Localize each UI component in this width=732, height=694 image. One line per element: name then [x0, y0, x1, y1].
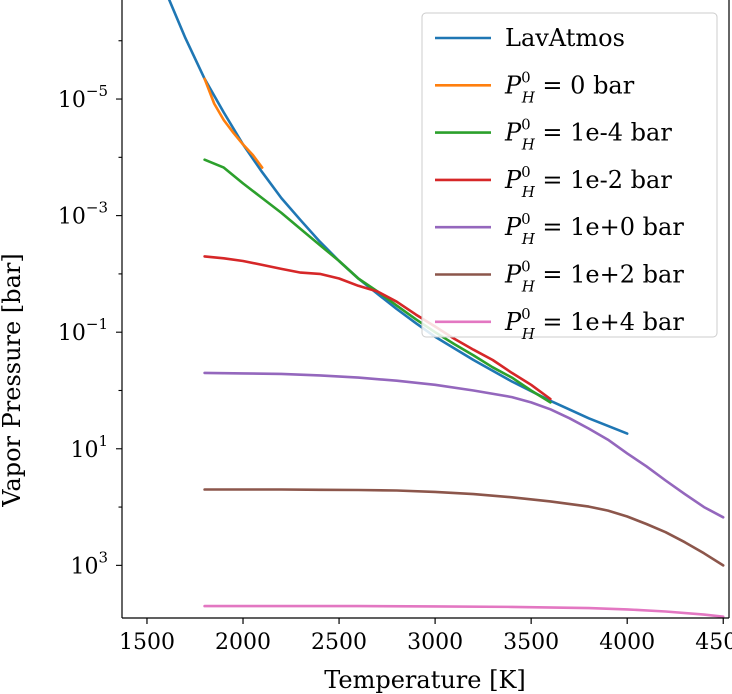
legend-label-4: P0 H = 1e+0 bar: [504, 210, 684, 248]
legend-box: [421, 12, 718, 338]
legend-entries: LavAtmos P0 H = 0 bar P0 H = 1e-4 bar P0 H = 1…: [435, 24, 684, 343]
series-line-3: [203, 255, 552, 401]
x-tick-label: 2500: [311, 630, 367, 655]
series-line-1: [203, 77, 264, 169]
series-line-5: [203, 488, 725, 567]
y-tick-label: 10−5: [58, 82, 108, 113]
legend-label-6: P0 H = 1e+4 bar: [504, 305, 684, 343]
x-tick-label: 2000: [215, 630, 271, 655]
x-tick-label: 4000: [599, 630, 655, 655]
axes-frame: [121, 0, 730, 619]
y-tick-label: 10−1: [58, 315, 108, 346]
series-layer: [167, 0, 725, 618]
legend: LavAtmos P0 H = 0 bar P0 H = 1e-4 bar P0 H = 1…: [421, 12, 718, 343]
y-tick-label: 101: [70, 432, 108, 463]
x-tick-label: 4500: [695, 630, 732, 655]
x-tick-label: 3500: [503, 630, 559, 655]
legend-label-2: P0 H = 1e-4 bar: [504, 116, 672, 154]
series-line-4: [203, 371, 725, 519]
series-line-6: [203, 604, 725, 618]
legend-label-3: P0 H = 1e-2 bar: [504, 163, 672, 201]
y-axis-ticks: 10−5 10−3 10−1 101 103: [58, 40, 122, 579]
x-tick-label: 3000: [407, 630, 463, 655]
x-tick-label: 1500: [119, 630, 175, 655]
y-tick-label: 103: [70, 548, 108, 579]
x-axis-label: Temperature [K]: [324, 666, 526, 694]
legend-label-1: P0 H = 0 bar: [504, 68, 635, 106]
y-axis-label: Vapor Pressure [bar]: [0, 253, 26, 507]
y-tick-label: 10−3: [58, 199, 108, 230]
legend-label-0: LavAtmos: [505, 24, 625, 52]
x-axis-ticks: 1500 2000 2500 3000 3500 4000 4500: [119, 618, 732, 655]
legend-label-5: P0 H = 1e+2 bar: [504, 258, 684, 296]
